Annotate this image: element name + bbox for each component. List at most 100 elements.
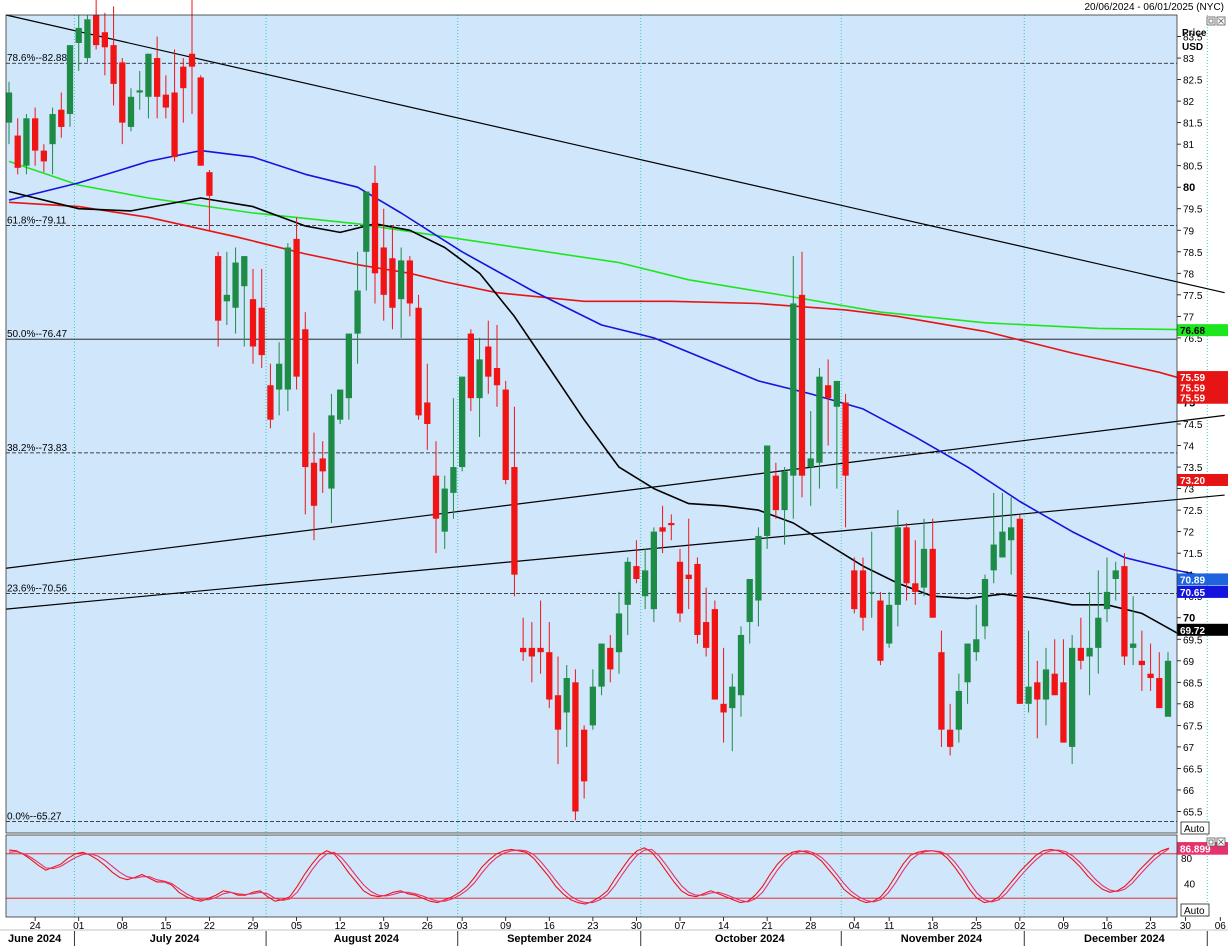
last-value-tag-label: 70.65 bbox=[1180, 588, 1205, 599]
candle-up bbox=[345, 333, 352, 399]
day-tick-label: 16 bbox=[544, 921, 556, 932]
candle-up bbox=[1008, 527, 1015, 541]
candle-up bbox=[1095, 617, 1102, 648]
candle-up bbox=[223, 294, 230, 302]
oscillator-auto-scale-button[interactable]: Auto bbox=[1180, 903, 1210, 917]
candle-down bbox=[1147, 673, 1154, 679]
candle-up bbox=[363, 191, 370, 252]
candle-up bbox=[598, 643, 605, 687]
day-tick-label: 01 bbox=[73, 921, 85, 932]
candle-down bbox=[607, 647, 614, 670]
candle-up bbox=[764, 445, 771, 536]
day-tick-label: 16 bbox=[1101, 921, 1113, 932]
candle-down bbox=[293, 238, 300, 377]
candle-down bbox=[842, 402, 849, 476]
last-value-tag bbox=[1177, 381, 1228, 394]
price-tick-label: 81 bbox=[1183, 140, 1195, 151]
maximize-oscillator-button[interactable] bbox=[1206, 837, 1216, 847]
month-label: June 2024 bbox=[8, 933, 62, 945]
day-tick-label: 05 bbox=[291, 921, 303, 932]
price-tick-label: 74.5 bbox=[1183, 420, 1203, 431]
day-tick-label: 15 bbox=[160, 921, 172, 932]
candle-up bbox=[23, 118, 30, 166]
candle-down bbox=[267, 385, 274, 420]
candle-down bbox=[1016, 518, 1023, 704]
candle-up bbox=[1130, 643, 1137, 648]
chart-title: Daily LIGHT CRUDE FEBS bbox=[3, 2, 128, 13]
price-tick-label: 81.5 bbox=[1183, 119, 1203, 130]
price-tick-label: 70 bbox=[1183, 613, 1195, 625]
oscillator-tick-label: 40 bbox=[1184, 879, 1196, 890]
maximize-panel-button[interactable] bbox=[1206, 16, 1216, 26]
day-tick-label: 23 bbox=[587, 921, 599, 932]
candle-down bbox=[415, 307, 422, 416]
price-tick-label: 82 bbox=[1183, 97, 1195, 108]
candle-down bbox=[154, 58, 161, 97]
price-tick-label: 68.5 bbox=[1183, 678, 1203, 689]
last-value-tag-label: 76.68 bbox=[1180, 326, 1205, 337]
day-tick-label: 29 bbox=[247, 921, 259, 932]
candle-up bbox=[1164, 660, 1172, 717]
candle-down bbox=[206, 172, 213, 196]
price-tick-label: 78 bbox=[1183, 269, 1195, 280]
candle-down bbox=[310, 462, 318, 506]
time-axis-panel[interactable] bbox=[0, 917, 1228, 948]
candle-down bbox=[1121, 566, 1128, 657]
candle-up bbox=[981, 578, 989, 627]
trendline bbox=[5, 494, 1225, 610]
day-tick-label: 09 bbox=[500, 921, 512, 932]
candle-up bbox=[450, 467, 457, 493]
last-value-tag-label: 86.899 bbox=[1180, 845, 1211, 856]
candle-up bbox=[955, 690, 962, 730]
candle-up bbox=[328, 415, 335, 489]
price-tick-label: 69.5 bbox=[1183, 635, 1203, 646]
close-panel-button[interactable] bbox=[1216, 16, 1226, 26]
close-oscillator-button[interactable] bbox=[1216, 837, 1226, 847]
candle-down bbox=[798, 294, 806, 476]
price-tick-label: 65.5 bbox=[1183, 807, 1203, 818]
oscillator-plot-background bbox=[6, 835, 1177, 917]
candle-down bbox=[528, 647, 535, 657]
oscillator-line bbox=[8, 848, 1170, 904]
candle-down bbox=[467, 333, 474, 399]
candle-up bbox=[284, 247, 291, 390]
main-price-axis-panel[interactable] bbox=[1177, 15, 1228, 833]
auto-scale-button[interactable]: Auto bbox=[1180, 821, 1210, 835]
candle-down bbox=[258, 307, 265, 356]
candle-down bbox=[554, 695, 562, 730]
candle-down bbox=[720, 703, 727, 713]
price-tick-label: 82.5 bbox=[1183, 76, 1203, 87]
candle-down bbox=[188, 53, 196, 67]
candle-down bbox=[197, 77, 204, 166]
candle-down bbox=[14, 135, 21, 168]
candle-down bbox=[912, 583, 919, 592]
day-tick-label: 08 bbox=[117, 921, 129, 932]
last-value-tag bbox=[1177, 623, 1228, 636]
candle-down bbox=[903, 527, 910, 584]
month-label: September 2024 bbox=[507, 933, 592, 945]
candle-up bbox=[241, 256, 248, 287]
price-axis: 65.56666.56767.56868.56969.57070.57171.5… bbox=[1177, 33, 1203, 818]
month-label: October 2024 bbox=[715, 933, 786, 945]
price-tick-label: 69 bbox=[1183, 657, 1195, 668]
day-tick-label: 19 bbox=[378, 921, 390, 932]
day-tick-label: 21 bbox=[762, 921, 774, 932]
candle-down bbox=[380, 247, 387, 295]
candle-down bbox=[694, 563, 701, 635]
candle-down bbox=[101, 32, 108, 48]
candle-down bbox=[110, 45, 117, 84]
candle-down bbox=[1051, 673, 1058, 696]
price-tick-label: 79 bbox=[1183, 226, 1195, 237]
candle-down bbox=[659, 527, 666, 532]
last-value-tag-label: 69.72 bbox=[1180, 626, 1205, 637]
candle-up bbox=[459, 376, 466, 468]
candle-up bbox=[615, 613, 623, 653]
candle-down bbox=[1138, 660, 1145, 666]
day-tick-label: 23 bbox=[1145, 921, 1157, 932]
candle-down bbox=[493, 368, 501, 386]
candle-up bbox=[894, 527, 901, 605]
month-label: December 2024 bbox=[1084, 933, 1166, 945]
fibonacci-label: 0.0%--65.27 bbox=[7, 811, 62, 822]
price-tick-label: 73 bbox=[1183, 485, 1195, 496]
day-tick-label: 26 bbox=[422, 921, 434, 932]
